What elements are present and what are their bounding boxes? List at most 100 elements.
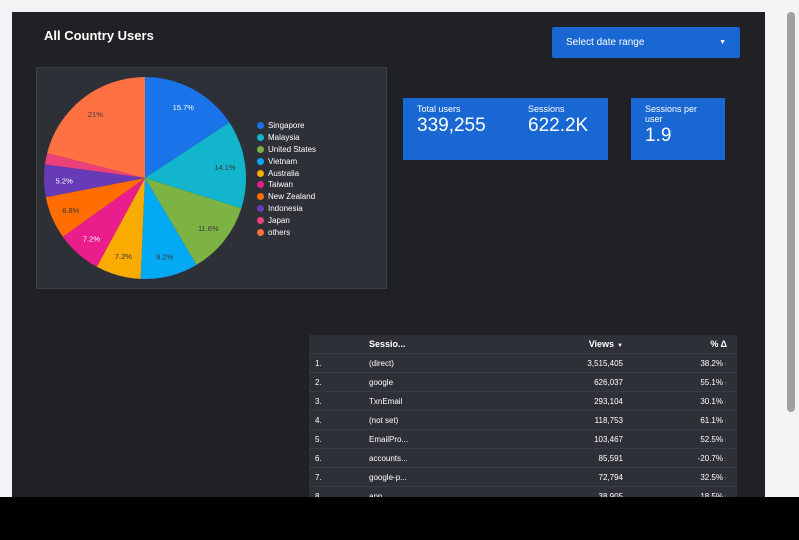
vertical-scrollbar[interactable] — [787, 12, 795, 412]
legend-item[interactable]: Taiwan — [257, 179, 316, 191]
row-pct-change: 32.5%↑ — [700, 473, 727, 482]
table-header-row: Sessio... Views ▼ % Δ — [309, 335, 737, 354]
row-views: 72,794 — [598, 472, 623, 482]
pie-slice-others[interactable] — [47, 77, 145, 178]
row-views: 3,515,405 — [587, 358, 623, 368]
table-row[interactable]: 6. accounts... 85,591 -20.7%↓ — [309, 449, 737, 468]
legend-item[interactable]: others — [257, 226, 316, 238]
legend-label: Indonesia — [268, 203, 303, 213]
window-frame-left — [0, 0, 12, 497]
date-range-selector[interactable]: Select date range ▼ — [552, 27, 740, 58]
row-pct-value: 61.1% — [700, 415, 723, 425]
legend-swatch — [257, 204, 264, 212]
pie-slice-malaysia[interactable] — [145, 122, 246, 209]
legend-label: Malaysia — [268, 133, 300, 143]
legend-item[interactable]: Australia — [257, 167, 316, 179]
table-row[interactable]: 4. (not set) 118,753 61.1%↑ — [309, 411, 737, 430]
row-number: 2. — [315, 377, 322, 387]
kpi-value: 1.9 — [645, 125, 672, 146]
pie-data-label: 7.2% — [83, 235, 100, 244]
trend-up-icon: ↑ — [724, 380, 727, 387]
legend-item[interactable]: Indonesia — [257, 203, 316, 215]
legend-item[interactable]: Malaysia — [257, 132, 316, 144]
trend-down-icon: ↓ — [724, 456, 727, 463]
views-header-label: Views — [588, 339, 615, 349]
kpi-label: Sessions — [528, 104, 565, 114]
table-row[interactable]: 7. google-p... 72,794 32.5%↑ — [309, 468, 737, 487]
legend-swatch — [257, 134, 264, 142]
row-views: 85,591 — [598, 453, 623, 463]
legend-item[interactable]: United States — [257, 144, 316, 156]
row-source: (not set) — [369, 415, 399, 425]
column-header-pct-change[interactable]: % Δ — [710, 339, 727, 349]
legend-label: Japan — [268, 215, 290, 225]
legend-label: Singapore — [268, 121, 305, 131]
pie-slice-taiwan[interactable] — [62, 178, 146, 267]
pie-slice-japan[interactable] — [44, 153, 145, 178]
column-header-source[interactable]: Sessio... — [369, 339, 406, 349]
table-row[interactable]: 5. EmailPro... 103,467 52.5%↑ — [309, 430, 737, 449]
pie-slice-australia[interactable] — [96, 178, 145, 279]
pie-slice-singapore[interactable] — [145, 77, 230, 178]
legend-swatch — [257, 228, 264, 236]
row-pct-change: 61.1%↑ — [700, 416, 727, 425]
trend-up-icon: ↑ — [724, 418, 727, 425]
legend-label: Australia — [268, 168, 300, 178]
kpi-sessions-per-user: Sessions per user 1.9 — [631, 98, 725, 160]
kpi-total-users: Total users 339,255 — [403, 98, 525, 160]
pie-data-label: 14.1% — [214, 163, 236, 172]
row-views: 293,104 — [594, 396, 623, 406]
row-pct-change: 30.1%↑ — [700, 397, 727, 406]
country-pie-chart[interactable]: 15.7% 14.1% 11.6% 9.2% 7.2% 7.2% 6.8% 5.2% 21% S… — [36, 67, 387, 289]
row-number: 6. — [315, 453, 322, 463]
row-source: app — [369, 491, 383, 498]
legend-swatch — [257, 169, 264, 177]
pie-data-label: 7.2% — [115, 252, 132, 261]
sort-desc-icon: ▼ — [617, 343, 623, 349]
kpi-label: Sessions per user — [645, 104, 698, 124]
legend-swatch — [257, 181, 264, 189]
row-source: (direct) — [369, 358, 394, 368]
trend-up-icon: ↑ — [724, 495, 727, 498]
window-frame-top — [0, 0, 799, 12]
table-row[interactable]: 8. app 38,905 18.5%↑ — [309, 487, 737, 498]
row-pct-change: -20.7%↓ — [698, 454, 727, 463]
row-pct-value: 32.5% — [700, 472, 723, 482]
pie-slice-united-states[interactable] — [145, 178, 242, 265]
pie-slice-new-zealand[interactable] — [45, 178, 145, 237]
legend-item[interactable]: Singapore — [257, 120, 316, 132]
trend-up-icon: ↑ — [724, 475, 727, 482]
pie-data-label: 9.2% — [156, 252, 173, 261]
pie-legend: Singapore Malaysia United States Vietnam Aus… — [257, 120, 316, 238]
row-pct-value: 55.1% — [700, 377, 723, 387]
pie-chart-svg: 15.7% 14.1% 11.6% 9.2% 7.2% 7.2% 6.8% 5.2% 21% — [44, 77, 246, 279]
row-number: 8. — [315, 491, 322, 498]
trend-up-icon: ↑ — [724, 361, 727, 368]
row-number: 7. — [315, 472, 322, 482]
column-header-views[interactable]: Views ▼ — [589, 339, 623, 349]
pie-data-label: 5.2% — [56, 176, 73, 185]
pie-slice-vietnam[interactable] — [140, 178, 197, 279]
table-row[interactable]: 3. TxnEmail 293,104 30.1%↑ — [309, 392, 737, 411]
row-number: 5. — [315, 434, 322, 444]
row-pct-value: -20.7% — [697, 453, 723, 463]
legend-swatch — [257, 122, 264, 130]
row-pct-change: 55.1%↑ — [700, 378, 727, 387]
legend-item[interactable]: New Zealand — [257, 191, 316, 203]
table-row[interactable]: 1. (direct) 3,515,405 38.2%↑ — [309, 354, 737, 373]
row-pct-value: 18.5% — [700, 491, 723, 498]
date-range-label: Select date range — [566, 37, 645, 48]
row-source: TxnEmail — [369, 396, 403, 406]
row-number: 3. — [315, 396, 322, 406]
row-pct-value: 52.5% — [700, 434, 723, 444]
pie-slice-indonesia[interactable] — [44, 164, 145, 198]
legend-swatch — [257, 157, 264, 165]
pie-data-label: 15.7% — [173, 103, 195, 112]
row-views: 118,753 — [594, 415, 623, 425]
legend-item[interactable]: Japan — [257, 214, 316, 226]
legend-swatch — [257, 216, 264, 224]
row-views: 103,467 — [594, 434, 623, 444]
legend-item[interactable]: Vietnam — [257, 155, 316, 167]
row-source: google-p... — [369, 472, 407, 482]
table-row[interactable]: 2. google 626,037 55.1%↑ — [309, 373, 737, 392]
